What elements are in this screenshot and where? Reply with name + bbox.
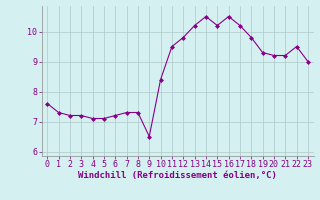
X-axis label: Windchill (Refroidissement éolien,°C): Windchill (Refroidissement éolien,°C) (78, 171, 277, 180)
